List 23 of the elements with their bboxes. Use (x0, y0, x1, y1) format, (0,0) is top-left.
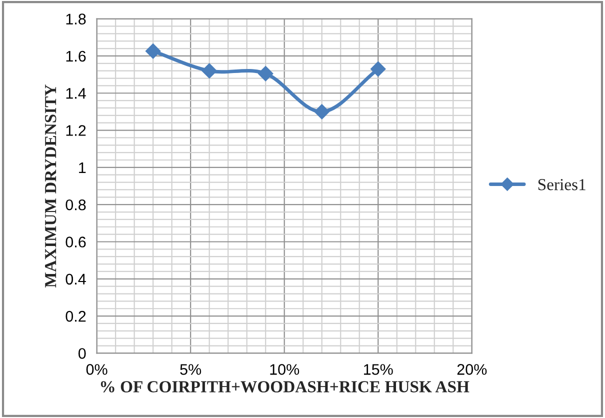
x-tick-label: 0% (86, 364, 108, 375)
y-tick-label: 0.4 (66, 274, 86, 285)
y-tick-label: 1.8 (66, 14, 86, 24)
y-tick-label: 1.4 (66, 88, 86, 99)
x-tick-label: 5% (180, 364, 202, 375)
y-tick-label: 0.8 (66, 199, 86, 210)
x-tick-label: 20% (457, 364, 487, 375)
x-tick-label: 10% (270, 364, 300, 375)
point (370, 61, 386, 77)
y-tick-label: 0 (78, 348, 86, 359)
x-tick-label: 15% (364, 364, 393, 375)
point (145, 44, 161, 59)
legend-label: Series1 (538, 179, 586, 190)
y-tick-label: 1.6 (66, 50, 86, 62)
y-tick-label: 0.2 (66, 310, 86, 322)
y-tick-label: 1 (79, 162, 86, 173)
point (258, 66, 274, 82)
point (314, 104, 330, 120)
point (202, 63, 217, 78)
y-tick-label: 1.2 (66, 125, 86, 136)
y-axis-title: MAXIMUM DRYDENSITY (45, 84, 56, 288)
x-axis-title: % OF COIRPITH+WOODASH+RICE HUSK ASH (100, 381, 470, 392)
y-tick-label: 0.6 (66, 236, 86, 248)
